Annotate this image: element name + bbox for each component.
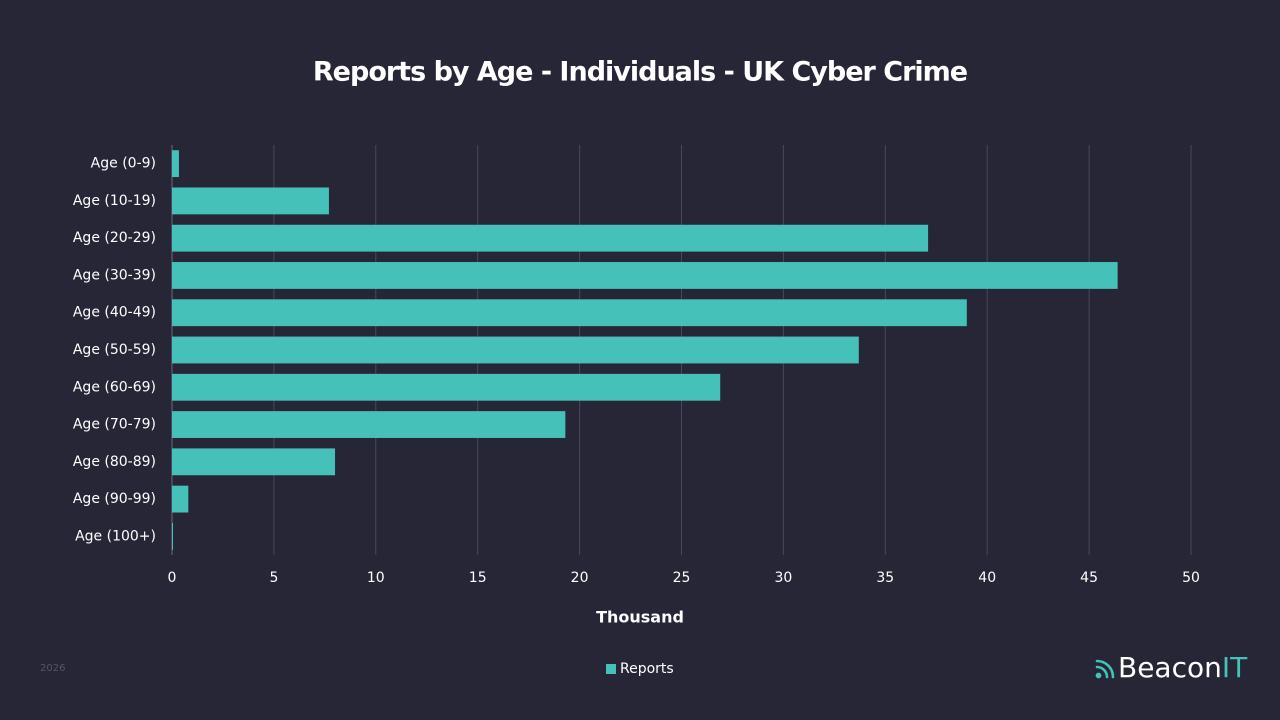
y-tick-label: Age (20-29) xyxy=(73,230,156,246)
legend-item: Reports xyxy=(606,661,674,677)
chart-title: Reports by Age - Individuals - UK Cyber … xyxy=(313,57,967,88)
y-tick-label: Age (0-9) xyxy=(91,156,156,172)
footer-year: 2026 xyxy=(40,663,65,674)
y-tick-label: Age (40-49) xyxy=(73,305,156,321)
x-tick-label: 30 xyxy=(774,570,792,586)
brand-logo: BeaconIT xyxy=(1095,651,1248,684)
bar xyxy=(172,150,179,178)
x-tick-label: 40 xyxy=(978,570,996,586)
x-tick-label: 25 xyxy=(673,570,691,586)
x-tick-label: 35 xyxy=(876,570,894,586)
x-tick-label: 20 xyxy=(571,570,589,586)
bar xyxy=(172,224,929,252)
bar xyxy=(172,411,566,438)
bar xyxy=(172,485,189,513)
brand-name: BeaconIT xyxy=(1118,651,1248,684)
bar xyxy=(172,187,329,215)
legend-label: Reports xyxy=(620,661,674,677)
bar xyxy=(172,336,859,364)
y-tick-label: Age (90-99) xyxy=(73,491,156,507)
x-tick-label: 50 xyxy=(1182,570,1200,586)
x-axis-label: Thousand xyxy=(596,608,684,627)
brand-part: IT xyxy=(1222,651,1248,684)
x-tick-label: 0 xyxy=(168,570,177,586)
y-tick-label: Age (30-39) xyxy=(73,267,156,283)
bar xyxy=(172,262,1118,289)
brand-part: Beacon xyxy=(1118,651,1222,684)
y-tick-label: Age (50-59) xyxy=(73,342,156,358)
bar xyxy=(172,299,967,327)
x-tick-label: 45 xyxy=(1080,570,1098,586)
x-tick-label: 15 xyxy=(469,570,487,586)
bar xyxy=(172,522,174,550)
legend-swatch xyxy=(606,664,616,674)
y-tick-label: Age (100+) xyxy=(75,528,156,544)
x-tick-label: 10 xyxy=(367,570,385,586)
logo-icon xyxy=(1095,659,1115,679)
y-tick-label: Age (70-79) xyxy=(73,417,156,433)
bar xyxy=(172,373,721,401)
x-tick-label: 5 xyxy=(269,570,278,586)
bar xyxy=(172,448,336,476)
y-tick-label: Age (80-89) xyxy=(73,454,156,470)
y-tick-label: Age (60-69) xyxy=(73,379,156,395)
y-tick-label: Age (10-19) xyxy=(73,193,156,209)
